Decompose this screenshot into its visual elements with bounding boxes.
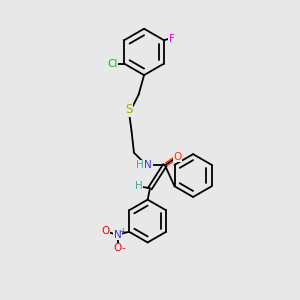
Text: H: H — [136, 160, 144, 170]
Text: O: O — [173, 152, 182, 162]
Text: N: N — [144, 160, 152, 170]
Text: +: + — [119, 227, 125, 236]
Text: Cl: Cl — [107, 58, 117, 68]
Text: -: - — [122, 243, 126, 253]
Text: H: H — [135, 181, 142, 191]
Text: O: O — [114, 243, 122, 253]
Text: F: F — [169, 34, 175, 44]
Text: N: N — [114, 230, 122, 240]
Text: O: O — [101, 226, 110, 236]
Text: S: S — [125, 103, 133, 116]
